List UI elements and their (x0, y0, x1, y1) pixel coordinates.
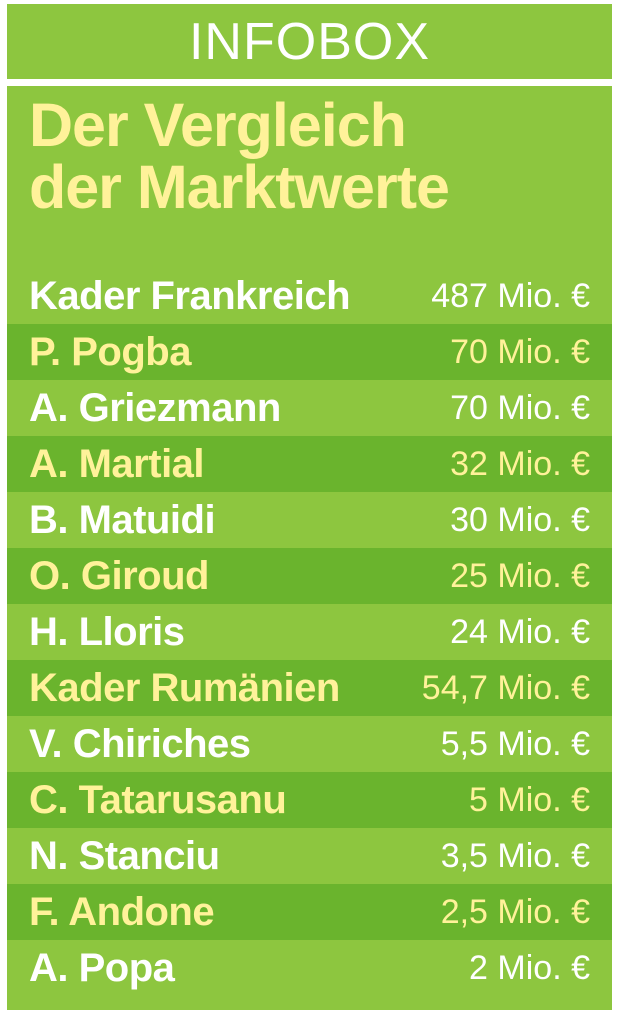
row-name: H. Lloris (29, 609, 185, 654)
row-value: 2,5 Mio. € (440, 892, 590, 931)
row-name: O. Giroud (29, 553, 209, 598)
row-value: 30 Mio. € (450, 500, 590, 539)
row-name: N. Stanciu (29, 833, 220, 878)
row-value: 5 Mio. € (469, 780, 590, 819)
row-name: C. Tatarusanu (29, 777, 287, 822)
infobox-card: INFOBOX Der Vergleich der Marktwerte Kad… (7, 4, 612, 1010)
row-value: 2 Mio. € (469, 948, 590, 987)
row-name: P. Pogba (29, 329, 191, 374)
list-item: N. Stanciu 3,5 Mio. € (7, 828, 612, 884)
row-name: A. Popa (29, 945, 175, 990)
list-item: Kader Rumänien 54,7 Mio. € (7, 660, 612, 716)
list-item: A. Popa 2 Mio. € (7, 940, 612, 996)
row-value: 5,5 Mio. € (440, 724, 590, 763)
list-item: B. Matuidi 30 Mio. € (7, 492, 612, 548)
list-item: C. Tatarusanu 5 Mio. € (7, 772, 612, 828)
row-value: 32 Mio. € (450, 444, 590, 483)
row-value: 487 Mio. € (431, 276, 590, 315)
row-value: 24 Mio. € (450, 612, 590, 651)
list-item: Kader Frankreich 487 Mio. € (7, 268, 612, 324)
title-line-2: der Marktwerte (29, 153, 450, 221)
row-name: A. Griezmann (29, 385, 281, 430)
row-value: 70 Mio. € (450, 388, 590, 427)
header-divider (7, 79, 612, 86)
market-value-list: Kader Frankreich 487 Mio. € P. Pogba 70 … (7, 268, 612, 996)
list-item: H. Lloris 24 Mio. € (7, 604, 612, 660)
title-line-1: Der Vergleich (29, 91, 407, 159)
list-item: O. Giroud 25 Mio. € (7, 548, 612, 604)
list-item: V. Chiriches 5,5 Mio. € (7, 716, 612, 772)
list-item: P. Pogba 70 Mio. € (7, 324, 612, 380)
row-value: 25 Mio. € (450, 556, 590, 595)
infobox-header: INFOBOX (188, 12, 431, 71)
list-item: A. Martial 32 Mio. € (7, 436, 612, 492)
row-name: B. Matuidi (29, 497, 216, 542)
row-value: 3,5 Mio. € (440, 836, 590, 875)
list-item: F. Andone 2,5 Mio. € (7, 884, 612, 940)
row-name: V. Chiriches (29, 721, 251, 766)
row-value: 70 Mio. € (450, 332, 590, 371)
row-value: 54,7 Mio. € (421, 668, 590, 707)
row-name: A. Martial (29, 441, 205, 486)
row-name: F. Andone (29, 889, 215, 934)
row-name: Kader Frankreich (29, 273, 351, 318)
row-name: Kader Rumänien (29, 665, 340, 710)
infobox-title: Der Vergleich der Marktwerte (7, 86, 612, 218)
list-item: A. Griezmann 70 Mio. € (7, 380, 612, 436)
